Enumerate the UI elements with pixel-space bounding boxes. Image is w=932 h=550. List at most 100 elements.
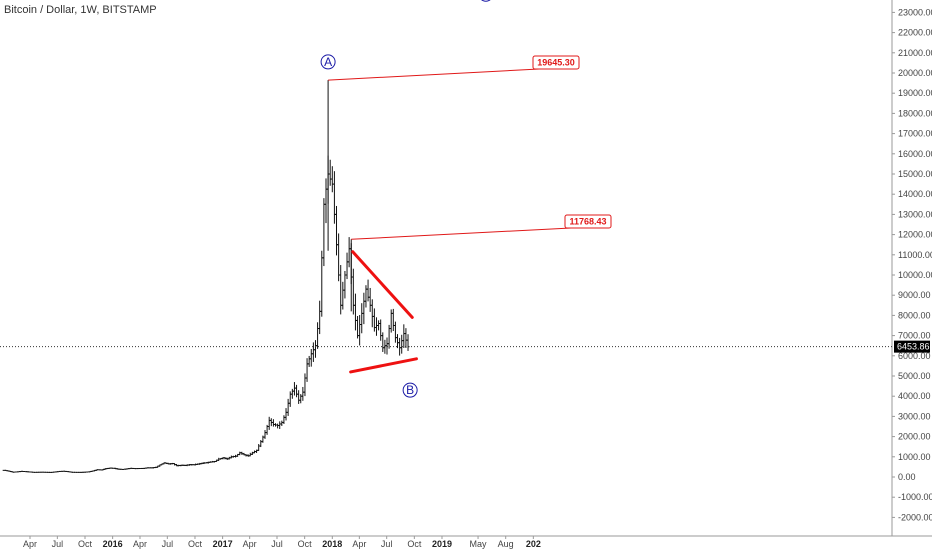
ohlc-bar (313, 340, 317, 358)
last-price-label: 6453.86 (897, 342, 930, 352)
ohlc-bar (366, 279, 370, 302)
y-tick-label: 3000.00 (898, 411, 931, 421)
ohlc-bar (368, 287, 372, 312)
x-tick-label: Apr (133, 539, 147, 549)
peak-callout-box (532, 55, 580, 70)
peak-callout-label: 19645.30 (537, 58, 575, 68)
ohlc-bar (360, 303, 364, 334)
wave-c-circle (481, 0, 491, 2)
x-tick-label: Aug (498, 539, 514, 549)
ohlc-bar (280, 420, 284, 426)
y-tick-label: 9000.00 (898, 290, 931, 300)
x-tick-label: Jul (52, 539, 64, 549)
ohlc-bar (297, 390, 301, 404)
y-tick-label: 6000.00 (898, 351, 931, 361)
x-tick-label: Jul (271, 539, 283, 549)
ohlc-bar (345, 252, 349, 280)
lower-high-callout-label: 11768.43 (569, 217, 606, 227)
ohlc-bar (337, 233, 341, 282)
ohlc-bar (335, 205, 339, 256)
y-tick-label: 19000.00 (898, 88, 932, 98)
ohlc-bar (370, 299, 374, 328)
ohlc-bar (276, 423, 280, 429)
ohlc-bar (263, 430, 267, 439)
ohlc-bar (393, 321, 397, 343)
ohlc-bar (278, 421, 282, 430)
ohlc-bar (364, 285, 368, 308)
y-tick-label: 17000.00 (898, 129, 932, 139)
ohlc-bar (391, 308, 395, 332)
ohlc-bar (377, 320, 381, 331)
ohlc-bar (351, 268, 355, 315)
ohlc-bar (341, 281, 345, 310)
y-tick-label: 0.00 (898, 472, 916, 482)
wave-a-circle (320, 54, 336, 70)
x-tick-label: Apr (352, 539, 366, 549)
y-tick-label: 5000.00 (898, 371, 931, 381)
x-tick-label: 2019 (432, 539, 452, 549)
ohlc-bar (259, 439, 263, 448)
ohlc-bar (303, 373, 307, 397)
trendline-2 (349, 357, 418, 374)
y-tick-label: 1000.00 (898, 452, 931, 462)
y-tick-label: 11000.00 (898, 250, 932, 260)
ohlc-bar (324, 178, 328, 224)
ohlc-bar (318, 300, 322, 335)
ohlc-bar (320, 250, 324, 317)
ohlc-bar (299, 394, 303, 404)
y-tick-label: 13000.00 (898, 209, 932, 219)
x-tick-label: Oct (78, 539, 93, 549)
x-tick-label: Apr (243, 539, 257, 549)
x-tick-label: Jul (381, 539, 393, 549)
x-tick-label: 202 (526, 539, 541, 549)
ohlc-bar (238, 451, 242, 456)
ohlc-bar (402, 324, 406, 348)
y-tick-label: -1000.00 (898, 492, 932, 502)
ohlc-bar (381, 332, 385, 352)
trendline-1 (351, 250, 414, 319)
ohlc-bar (362, 292, 366, 325)
ohlc-bar (286, 398, 290, 416)
peak-callout-pointer (328, 68, 540, 81)
lower-high-callout-pointer (351, 227, 572, 240)
ohlc-bar (330, 166, 334, 193)
y-tick-label: 4000.00 (898, 391, 931, 401)
x-tick-label: Oct (407, 539, 422, 549)
lower-high-callout-box (564, 214, 612, 229)
x-tick-label: 2018 (322, 539, 342, 549)
wave-c-label: C (482, 0, 491, 1)
ohlc-bars (2, 155, 410, 473)
ohlc-bar (356, 316, 360, 339)
ohlc-bar (396, 334, 400, 349)
ohlc-bar (347, 237, 351, 268)
y-tick-label: 8000.00 (898, 310, 931, 320)
x-tick-label: 2017 (213, 539, 233, 549)
y-tick-label: 22000.00 (898, 28, 932, 38)
x-tick-label: Oct (298, 539, 313, 549)
ohlc-bar (339, 265, 343, 315)
ohlc-bar (307, 355, 311, 367)
ohlc-bar (267, 416, 271, 430)
ohlc-bar (316, 322, 320, 349)
x-tick-label: 2016 (103, 539, 123, 549)
y-tick-label: -2000.00 (898, 512, 932, 522)
ohlc-bar (309, 348, 313, 367)
chart-header: Bitcoin / Dollar, 1W, BITSTAMP (4, 4, 157, 16)
ohlc-bar (404, 328, 408, 348)
y-tick-label: 10000.00 (898, 270, 932, 280)
ohlc-bar (282, 415, 286, 424)
last-price-tag (894, 340, 930, 353)
ohlc-bar (400, 334, 404, 354)
y-tick-label: 18000.00 (898, 108, 932, 118)
y-tick-label: 15000.00 (898, 169, 932, 179)
ohlc-bar (353, 293, 357, 331)
ohlc-bar (271, 419, 275, 427)
y-tick-label: 14000.00 (898, 189, 932, 199)
ohlc-bar (305, 358, 309, 382)
y-tick-label: 12000.00 (898, 230, 932, 240)
y-tick-label: 2000.00 (898, 432, 931, 442)
ohlc-bar (322, 198, 326, 267)
ohlc-bar (292, 382, 296, 396)
ohlc-bar (284, 408, 288, 421)
